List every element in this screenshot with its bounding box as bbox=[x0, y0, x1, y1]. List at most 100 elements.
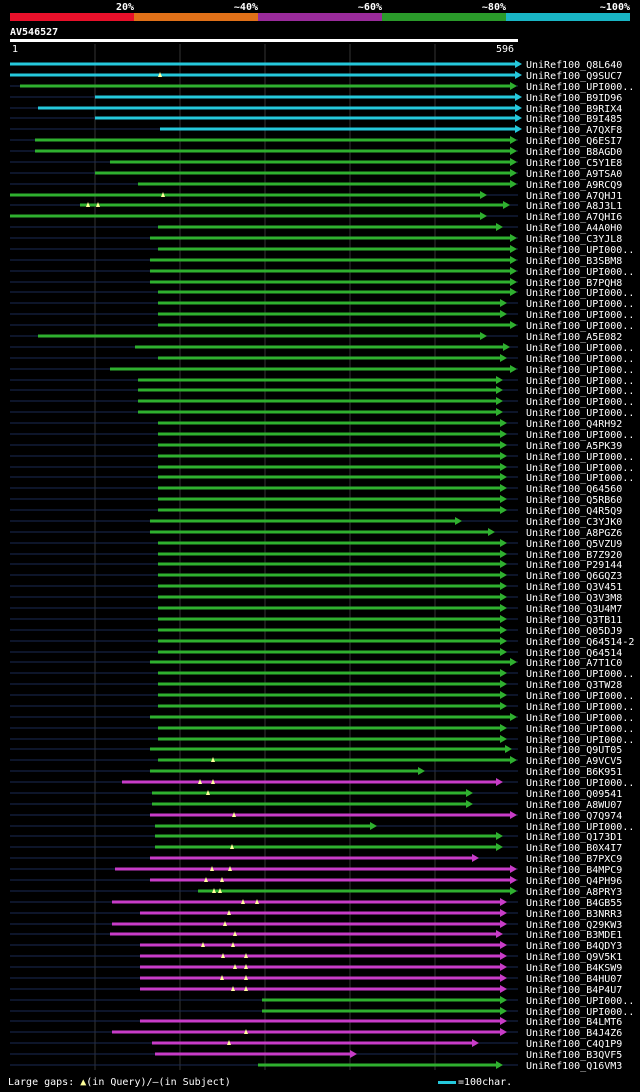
hit-row[interactable]: UniRef100_C3YJL8 bbox=[10, 234, 622, 245]
hit-label[interactable]: UniRef100_Q64514-2 bbox=[526, 637, 634, 648]
hit-label[interactable]: UniRef100_B3SBM8 bbox=[526, 256, 622, 267]
hit-label[interactable]: UniRef100_UPI000.. bbox=[526, 713, 634, 724]
hit-row[interactable]: UniRef100_B0X4I7 bbox=[10, 843, 622, 854]
hit-row[interactable]: UniRef100_UPI000.. bbox=[10, 376, 634, 387]
hit-label[interactable]: UniRef100_UPI000.. bbox=[526, 288, 634, 299]
hit-row[interactable]: UniRef100_UPI000.. bbox=[10, 354, 634, 365]
hit-label[interactable]: UniRef100_B4HU07 bbox=[526, 974, 622, 985]
hit-row[interactable]: UniRef100_UPI000.. bbox=[10, 463, 634, 474]
hit-row[interactable]: UniRef100_B6K951 bbox=[10, 767, 622, 778]
hit-label[interactable]: UniRef100_B4KSW9 bbox=[526, 963, 622, 974]
hit-label[interactable]: UniRef100_Q6GQZ3 bbox=[526, 571, 622, 582]
hit-label[interactable]: UniRef100_UPI000.. bbox=[526, 299, 634, 310]
hit-row[interactable]: UniRef100_UPI000.. bbox=[10, 822, 634, 833]
hit-row[interactable]: UniRef100_Q173D1 bbox=[10, 832, 622, 843]
hit-row[interactable]: UniRef100_UPI000.. bbox=[10, 267, 634, 278]
hit-row[interactable]: UniRef100_Q8L640 bbox=[10, 60, 622, 71]
hit-label[interactable]: UniRef100_A9RCQ9 bbox=[526, 180, 622, 191]
hit-label[interactable]: UniRef100_B4P4U7 bbox=[526, 985, 622, 996]
hit-label[interactable]: UniRef100_A8J3L1 bbox=[526, 201, 622, 212]
hit-label[interactable]: UniRef100_C5Y1E8 bbox=[526, 158, 622, 169]
hit-row[interactable]: UniRef100_UPI000.. bbox=[10, 82, 634, 93]
hit-label[interactable]: UniRef100_UPI000.. bbox=[526, 724, 634, 735]
hit-label[interactable]: UniRef100_Q5VZU9 bbox=[526, 539, 622, 550]
hit-label[interactable]: UniRef100_Q9V5K1 bbox=[526, 952, 622, 963]
hit-row[interactable]: UniRef100_UPI000.. bbox=[10, 473, 634, 484]
hit-label[interactable]: UniRef100_Q09541 bbox=[526, 789, 622, 800]
hit-row[interactable]: UniRef100_A7QHI6 bbox=[10, 212, 622, 223]
hit-row[interactable]: UniRef100_A7T1C0 bbox=[10, 658, 622, 669]
hit-label[interactable]: UniRef100_B7PQH8 bbox=[526, 278, 622, 289]
hit-label[interactable]: UniRef100_UPI000.. bbox=[526, 430, 634, 441]
hit-row[interactable]: UniRef100_UPI000.. bbox=[10, 702, 634, 713]
hit-label[interactable]: UniRef100_UPI000.. bbox=[526, 473, 634, 484]
hit-label[interactable]: UniRef100_Q6ESI7 bbox=[526, 136, 622, 147]
hit-label[interactable]: UniRef100_UPI000.. bbox=[526, 669, 634, 680]
hit-label[interactable]: UniRef100_A7QXF8 bbox=[526, 125, 622, 136]
hit-label[interactable]: UniRef100_UPI000.. bbox=[526, 245, 634, 256]
hit-label[interactable]: UniRef100_Q7Q974 bbox=[526, 811, 622, 822]
hit-label[interactable]: UniRef100_B7Z920 bbox=[526, 550, 622, 561]
hit-label[interactable]: UniRef100_UPI000.. bbox=[526, 822, 634, 833]
hit-label[interactable]: UniRef100_Q64514 bbox=[526, 648, 622, 659]
hit-label[interactable]: UniRef100_Q3V3M8 bbox=[526, 593, 622, 604]
hit-label[interactable]: UniRef100_Q3V451 bbox=[526, 582, 622, 593]
hit-row[interactable]: UniRef100_Q64560 bbox=[10, 484, 622, 495]
hit-row[interactable]: UniRef100_P29144 bbox=[10, 560, 622, 571]
hit-label[interactable]: UniRef100_B4MPC9 bbox=[526, 865, 622, 876]
hit-row[interactable]: UniRef100_B9I485 bbox=[10, 114, 622, 125]
hit-row[interactable]: UniRef100_Q4R5Q9 bbox=[10, 506, 622, 517]
hit-row[interactable]: UniRef100_B4J4Z6 bbox=[10, 1028, 622, 1039]
hit-label[interactable]: UniRef100_Q9UT05 bbox=[526, 745, 622, 756]
hit-label[interactable]: UniRef100_A7QHJ1 bbox=[526, 191, 622, 202]
hit-row[interactable]: UniRef100_B4MPC9 bbox=[10, 865, 622, 876]
hit-label[interactable]: UniRef100_P29144 bbox=[526, 560, 622, 571]
hit-row[interactable]: UniRef100_UPI000.. bbox=[10, 299, 634, 310]
hit-row[interactable]: UniRef100_Q6ESI7 bbox=[10, 136, 622, 147]
hit-label[interactable]: UniRef100_A9TSA0 bbox=[526, 169, 622, 180]
hit-label[interactable]: UniRef100_Q5RB60 bbox=[526, 495, 622, 506]
hit-label[interactable]: UniRef100_C4Q1P9 bbox=[526, 1039, 622, 1050]
hit-row[interactable]: UniRef100_B3SBM8 bbox=[10, 256, 622, 267]
hit-row[interactable]: UniRef100_B7Z920 bbox=[10, 550, 622, 561]
hit-row[interactable]: UniRef100_B7PXC9 bbox=[10, 854, 622, 865]
hit-label[interactable]: UniRef100_UPI000.. bbox=[526, 408, 634, 419]
hit-label[interactable]: UniRef100_Q9SUC7 bbox=[526, 71, 622, 82]
hit-row[interactable]: UniRef100_UPI000.. bbox=[10, 321, 634, 332]
hit-label[interactable]: UniRef100_B0X4I7 bbox=[526, 843, 622, 854]
hit-label[interactable]: UniRef100_UPI000.. bbox=[526, 691, 634, 702]
hit-row[interactable]: UniRef100_B7PQH8 bbox=[10, 278, 622, 289]
hit-row[interactable]: UniRef100_Q3TB11 bbox=[10, 615, 622, 626]
hit-label[interactable]: UniRef100_B4J4Z6 bbox=[526, 1028, 622, 1039]
hit-label[interactable]: UniRef100_Q3U4M7 bbox=[526, 604, 622, 615]
hit-row[interactable]: UniRef100_Q3V3M8 bbox=[10, 593, 622, 604]
hit-label[interactable]: UniRef100_A7QHI6 bbox=[526, 212, 622, 223]
hit-row[interactable]: UniRef100_UPI000.. bbox=[10, 691, 634, 702]
hit-row[interactable]: UniRef100_UPI000.. bbox=[10, 724, 634, 735]
hit-row[interactable]: UniRef100_UPI000.. bbox=[10, 669, 634, 680]
hit-row[interactable]: UniRef100_C5Y1E8 bbox=[10, 158, 622, 169]
hit-row[interactable]: UniRef100_Q09541 bbox=[10, 789, 622, 800]
hit-row[interactable]: UniRef100_Q9UT05 bbox=[10, 745, 622, 756]
hit-label[interactable]: UniRef100_Q173D1 bbox=[526, 832, 622, 843]
hit-row[interactable]: UniRef100_Q05DJ9 bbox=[10, 626, 622, 637]
hit-label[interactable]: UniRef100_B8AGD0 bbox=[526, 147, 622, 158]
hit-row[interactable]: UniRef100_B4P4U7 bbox=[10, 985, 622, 996]
hit-row[interactable]: UniRef100_Q4RH92 bbox=[10, 419, 622, 430]
hit-row[interactable]: UniRef100_Q9SUC7 bbox=[10, 71, 622, 82]
hit-label[interactable]: UniRef100_UPI000.. bbox=[526, 778, 634, 789]
hit-row[interactable]: UniRef100_B3MDE1 bbox=[10, 930, 622, 941]
hit-row[interactable]: UniRef100_Q9V5K1 bbox=[10, 952, 622, 963]
hit-label[interactable]: UniRef100_B4QDY3 bbox=[526, 941, 622, 952]
hit-row[interactable]: UniRef100_A9RCQ9 bbox=[10, 180, 622, 191]
hit-row[interactable]: UniRef100_A9TSA0 bbox=[10, 169, 622, 180]
hit-label[interactable]: UniRef100_Q8L640 bbox=[526, 60, 622, 71]
hit-row[interactable]: UniRef100_Q6GQZ3 bbox=[10, 571, 622, 582]
hit-label[interactable]: UniRef100_Q3TB11 bbox=[526, 615, 622, 626]
hit-label[interactable]: UniRef100_UPI000.. bbox=[526, 376, 634, 387]
hit-row[interactable]: UniRef100_UPI000.. bbox=[10, 386, 634, 397]
hit-row[interactable]: UniRef100_A8WU07 bbox=[10, 800, 622, 811]
hit-label[interactable]: UniRef100_B4GB55 bbox=[526, 898, 622, 909]
hit-row[interactable]: UniRef100_B3NRR3 bbox=[10, 909, 622, 920]
hit-row[interactable]: UniRef100_B4LMT6 bbox=[10, 1017, 622, 1028]
